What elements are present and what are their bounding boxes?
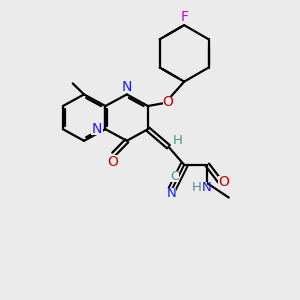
Bar <box>167 188 176 198</box>
Text: F: F <box>180 11 188 24</box>
Text: O: O <box>163 95 174 110</box>
Bar <box>163 97 173 108</box>
Bar <box>108 155 118 166</box>
Text: O: O <box>107 154 118 169</box>
Text: N: N <box>202 181 211 194</box>
Bar <box>173 136 182 146</box>
Text: N: N <box>92 122 102 136</box>
Text: C: C <box>170 170 179 183</box>
Text: H: H <box>192 181 202 194</box>
Bar <box>194 182 207 194</box>
Text: O: O <box>218 175 229 189</box>
Bar <box>180 13 189 23</box>
Bar <box>218 176 229 187</box>
Text: N: N <box>122 80 132 94</box>
Bar <box>122 82 132 92</box>
Text: H: H <box>172 134 182 147</box>
Bar <box>170 171 179 182</box>
Bar <box>92 123 103 135</box>
Text: N: N <box>167 188 177 200</box>
